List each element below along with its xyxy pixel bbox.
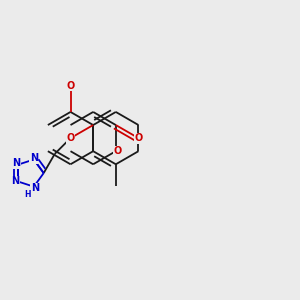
Text: O: O xyxy=(113,146,122,156)
Text: N: N xyxy=(30,153,38,163)
Text: O: O xyxy=(134,133,142,143)
Text: O: O xyxy=(66,81,75,91)
Text: N: N xyxy=(11,176,20,187)
Text: H: H xyxy=(24,190,31,200)
Text: N: N xyxy=(12,158,20,168)
Text: O: O xyxy=(66,133,75,143)
Text: N: N xyxy=(31,183,39,193)
